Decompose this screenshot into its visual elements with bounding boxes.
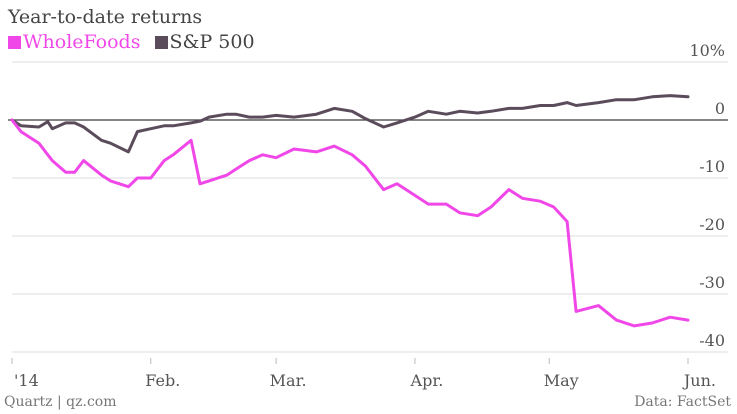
y-tick-label: 10%	[689, 41, 725, 60]
legend-swatch-wholefoods	[8, 36, 21, 49]
legend-label-sp500: S&P 500	[169, 31, 255, 53]
legend-item-wholefoods: WholeFoods	[8, 31, 155, 53]
y-tick-label: -40	[699, 331, 725, 350]
y-tick-label: -30	[699, 273, 725, 292]
x-tick-label: Feb.	[145, 371, 180, 390]
legend-label-wholefoods: WholeFoods	[23, 31, 141, 53]
x-tick-label: '14	[14, 371, 39, 390]
y-tick-label: -20	[699, 215, 725, 234]
x-tick-label: Apr.	[410, 371, 444, 390]
y-tick-label: -10	[699, 157, 725, 176]
legend: WholeFoods S&P 500	[8, 31, 263, 53]
credit-text: Quartz | qz.com	[4, 394, 117, 410]
x-tick-label: Mar.	[270, 371, 307, 390]
chart-title: Year-to-date returns	[8, 6, 203, 28]
legend-item-sp500: S&P 500	[154, 31, 263, 53]
x-tick-label: May	[544, 371, 579, 390]
x-tick-label: Jun.	[682, 371, 716, 390]
series-line-sp500	[10, 94, 690, 154]
legend-swatch-sp500	[154, 36, 168, 49]
y-tick-label: 0	[715, 99, 725, 118]
source-text: Data: FactSet	[634, 394, 731, 410]
series-line-wholefoods	[10, 118, 690, 328]
